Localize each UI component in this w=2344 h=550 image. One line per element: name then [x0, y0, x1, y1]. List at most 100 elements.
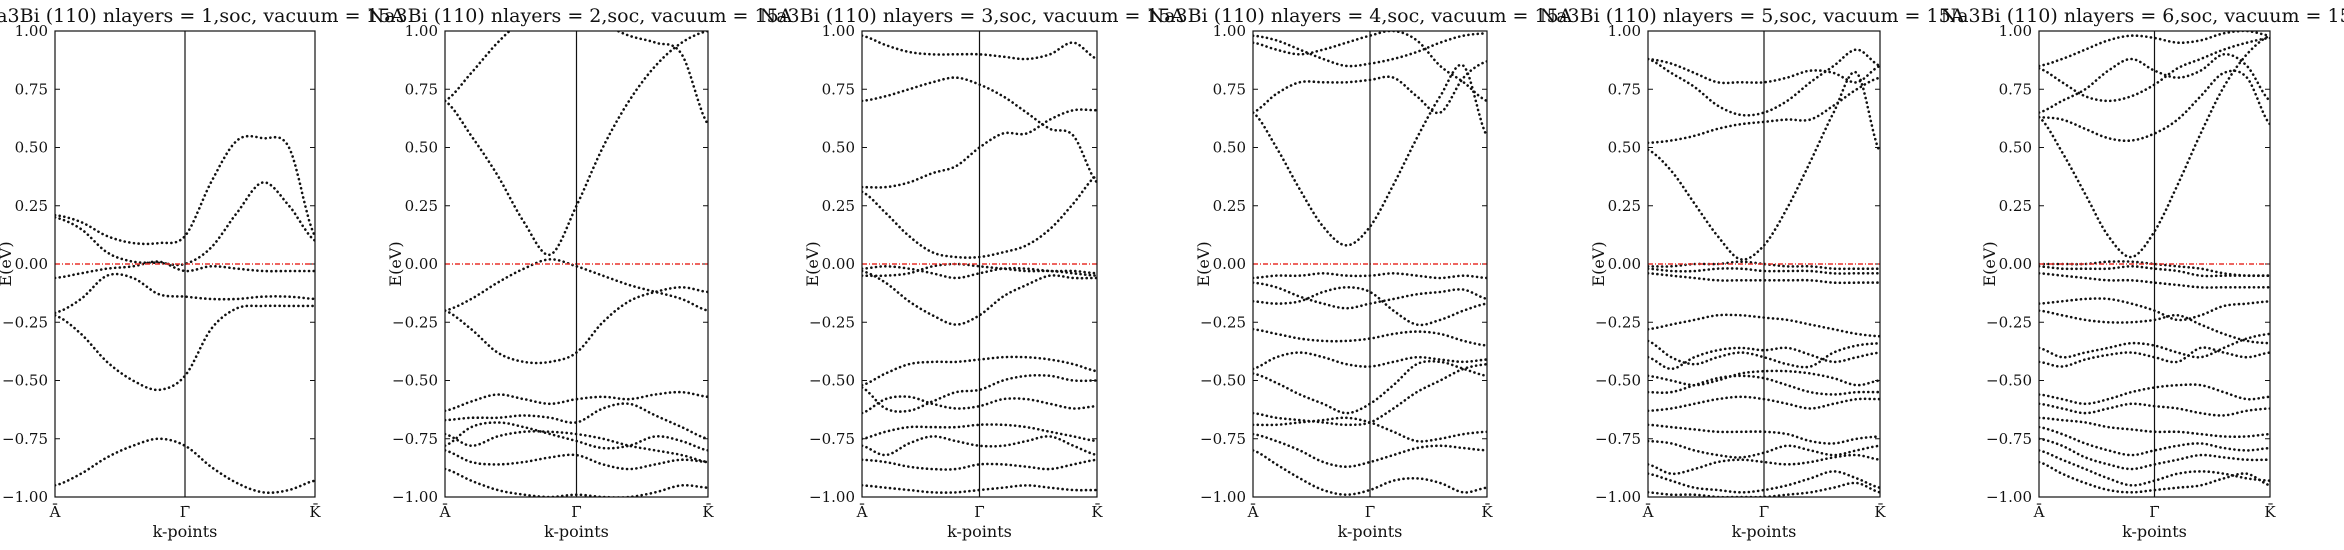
y-axis-label: E(eV): [803, 241, 822, 286]
y-tick-label: −0.50: [1595, 372, 1641, 390]
y-tick-label: 0.00: [1608, 255, 1641, 273]
x-tick-label: Ā: [439, 503, 451, 521]
panel-1: Na3Bi (110) nlayers = 1,soc, vacuum = 15…: [0, 5, 405, 541]
y-tick-label: −0.25: [809, 313, 855, 331]
x-tick-label: Ā: [1642, 503, 1654, 521]
y-axis-label: E(eV): [1589, 241, 1608, 286]
x-tick-label: K̄: [702, 503, 714, 521]
x-tick-label: K̄: [1874, 503, 1886, 521]
band-series-14: [1253, 449, 1487, 496]
y-tick-label: 1.00: [1608, 22, 1641, 40]
y-tick-label: −0.25: [392, 313, 438, 331]
plot-frame: [54, 30, 316, 498]
x-tick-label: Γ̄: [180, 503, 190, 521]
panel-title: Na3Bi (110) nlayers = 6,soc, vacuum = 15…: [1941, 5, 2344, 27]
y-tick-label: 1.00: [822, 22, 855, 40]
y-tick-label: −0.25: [1986, 313, 2032, 331]
y-tick-label: 0.75: [822, 80, 855, 98]
band-series-16: [1648, 453, 1880, 476]
y-tick-label: −0.25: [1200, 313, 1246, 331]
y-tick-label: 0.00: [822, 255, 855, 273]
x-tick-label: Ā: [1247, 503, 1259, 521]
panel-6: Na3Bi (110) nlayers = 6,soc, vacuum = 15…: [1941, 5, 2344, 541]
y-axis-label: E(eV): [386, 241, 405, 286]
band-series-1: [55, 134, 315, 246]
x-tick-label: Γ̄: [974, 503, 984, 521]
y-tick-label: 0.50: [1213, 139, 1246, 157]
x-axis-label: k-points: [544, 522, 609, 541]
plot-frame: [444, 30, 709, 498]
y-tick-label: 0.25: [822, 197, 855, 215]
plot-frame: [1647, 30, 1881, 498]
y-axis-label: E(eV): [1194, 241, 1213, 286]
y-tick-label: 0.25: [1213, 197, 1246, 215]
x-tick-label: Γ̄: [1759, 503, 1769, 521]
y-tick-label: −0.50: [2, 372, 48, 390]
y-tick-label: −0.50: [1986, 372, 2032, 390]
y-tick-label: 1.00: [1999, 22, 2032, 40]
y-axis-label: E(eV): [1980, 241, 1999, 286]
y-tick-label: 0.25: [405, 197, 438, 215]
band-series-1: [862, 34, 1097, 61]
y-tick-label: 0.50: [405, 139, 438, 157]
y-tick-label: 0.75: [1608, 80, 1641, 98]
x-axis-label: k-points: [153, 522, 218, 541]
y-tick-label: 1.00: [405, 22, 438, 40]
band-series-6: [862, 262, 1097, 278]
y-tick-label: 0.00: [15, 255, 48, 273]
y-tick-label: −0.75: [1200, 430, 1246, 448]
y-tick-label: −1.00: [809, 488, 855, 506]
x-tick-label: Γ̄: [1365, 503, 1375, 521]
band-series-6: [2039, 260, 2270, 278]
band-series-10: [862, 395, 1097, 415]
plot-frame: [861, 30, 1098, 498]
y-tick-label: −0.75: [392, 430, 438, 448]
y-tick-label: 0.00: [405, 255, 438, 273]
x-axis-label: k-points: [1732, 522, 1797, 541]
band-series-3: [55, 260, 315, 280]
y-tick-label: −0.50: [1200, 372, 1246, 390]
y-tick-label: 0.75: [1999, 80, 2032, 98]
y-tick-label: −0.75: [1595, 430, 1641, 448]
band-series-1: [445, 31, 708, 126]
panel-title: Na3Bi (110) nlayers = 4,soc, vacuum = 15…: [1148, 5, 1573, 27]
y-axis-label: E(eV): [0, 241, 15, 286]
x-axis-label: k-points: [2122, 522, 2187, 541]
y-tick-label: 0.25: [15, 197, 48, 215]
x-tick-label: Γ̄: [571, 503, 581, 521]
panel-title: Na3Bi (110) nlayers = 2,soc, vacuum = 15…: [368, 5, 793, 27]
y-tick-label: 0.00: [1213, 255, 1246, 273]
y-tick-label: −0.75: [1986, 430, 2032, 448]
x-axis-label: k-points: [1338, 522, 1403, 541]
y-tick-label: 0.00: [1999, 255, 2032, 273]
y-tick-label: 0.25: [1608, 197, 1641, 215]
y-tick-label: 0.75: [405, 80, 438, 98]
band-series-18: [1648, 481, 1880, 497]
y-tick-label: −1.00: [1200, 488, 1246, 506]
panel-3: Na3Bi (110) nlayers = 3,soc, vacuum = 15…: [760, 5, 1185, 541]
x-axis-label: k-points: [947, 522, 1012, 541]
y-tick-label: −1.00: [1595, 488, 1641, 506]
y-tick-label: 0.50: [1999, 139, 2032, 157]
x-tick-label: K̄: [2264, 503, 2276, 521]
panel-5: Na3Bi (110) nlayers = 5,soc, vacuum = 15…: [1540, 5, 1965, 541]
band-series-11: [1648, 369, 1880, 387]
band-series-11: [2039, 332, 2270, 359]
y-tick-label: −1.00: [1986, 488, 2032, 506]
band-series-3: [2039, 52, 2270, 114]
y-tick-label: 0.75: [15, 80, 48, 98]
band-series-13: [1253, 432, 1487, 468]
band-series-11: [862, 423, 1097, 443]
band-series-9: [862, 374, 1097, 413]
x-tick-label: Γ̄: [2149, 503, 2159, 521]
band-series-13: [862, 458, 1097, 471]
plot-frame: [1252, 30, 1488, 498]
band-series-7: [2039, 265, 2270, 278]
panel-title: Na3Bi (110) nlayers = 1,soc, vacuum = 15…: [0, 5, 405, 27]
y-tick-label: −0.50: [392, 372, 438, 390]
y-tick-label: −0.50: [809, 372, 855, 390]
y-tick-label: 0.25: [1999, 197, 2032, 215]
panel-title: Na3Bi (110) nlayers = 5,soc, vacuum = 15…: [1540, 5, 1965, 27]
y-tick-label: −0.25: [2, 313, 48, 331]
